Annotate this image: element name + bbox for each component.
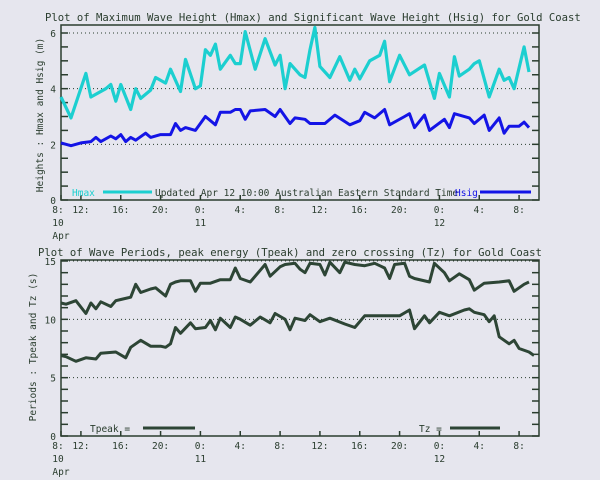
y-axis-label-heights: Heights : Hmax and Hsig (m) (35, 38, 46, 192)
x-tick-label: 0: (195, 441, 206, 452)
legend-tz-label: Tz = (419, 424, 442, 435)
x-tick-sublabel: 10 (52, 218, 64, 229)
series-line-tz (60, 307, 535, 363)
x-tick-label: 4: (235, 441, 246, 452)
series-line-tpeak (60, 260, 530, 315)
x-tick-label: 12: (311, 205, 328, 216)
x-tick-label: 16: (351, 205, 368, 216)
x-tick-label: 0: (195, 205, 206, 216)
x-tick-label: 20: (152, 205, 169, 216)
x-tick-label: 4: (474, 205, 485, 216)
x-tick-sublabel: 10 (52, 454, 64, 465)
x-tick-label: 8: (52, 205, 63, 216)
x-tick-label: 8: (274, 205, 285, 216)
legend-hmax-label: Hmax (72, 188, 95, 199)
y-axis-label-periods: Periods : Tpeak and Tz (s) (28, 273, 39, 422)
x-tick-sublabel: 12 (434, 218, 445, 229)
series-line-hmax (59, 25, 531, 120)
x-tick-label: 20: (152, 441, 169, 452)
y-tick-label: 10 (45, 315, 57, 326)
x-tick-sublabel: 12 (434, 454, 445, 465)
legend-tpeak-label: Tpeak = (90, 424, 130, 435)
x-tick-label: 8: (513, 205, 524, 216)
y-tick-label: 5 (50, 374, 56, 385)
x-tick-label: 16: (112, 441, 129, 452)
x-tick-sublabel: 11 (195, 454, 207, 465)
x-tick-label: 8: (52, 441, 63, 452)
x-tick-label: 12: (72, 205, 89, 216)
chart-title-periods: Plot of Wave Periods, peak energy (Tpeak… (38, 247, 542, 259)
x-tick-sublabel: Apr (52, 467, 69, 478)
x-tick-label: 8: (274, 441, 285, 452)
plot-heights: 0 2 4 6 8: 10 Apr 12: 16: 20: 0: 11 4: 8: 12: 16: 20: 0: 1… (50, 24, 540, 242)
y-tick-label: 4 (50, 85, 56, 96)
x-tick-label: 4: (235, 205, 246, 216)
x-tick-label: 0: (434, 441, 445, 452)
x-tick-label: 4: (474, 441, 485, 452)
x-tick-label: 20: (391, 441, 408, 452)
x-tick-sublabel: 11 (195, 218, 207, 229)
x-tick-label: 0: (434, 205, 445, 216)
legend-hsig-label: Hsig (455, 188, 478, 199)
y-tick-label: 0 (50, 196, 56, 207)
x-tick-label: 16: (351, 441, 368, 452)
x-tick-label: 16: (112, 205, 129, 216)
y-tick-label: 2 (50, 140, 56, 151)
plot-frame (60, 24, 540, 201)
updated-annotation: Updated Apr 12 10:00 Australian Eastern … (155, 188, 458, 199)
chart-title-heights: Plot of Maximum Wave Height (Hmax) and S… (45, 12, 581, 24)
x-tick-label: 20: (391, 205, 408, 216)
y-tick-label: 0 (50, 432, 56, 443)
y-tick-label: 15 (45, 257, 56, 268)
plot-frame (60, 259, 540, 437)
plot-periods: 0 5 10 15 8: 10 Apr 12: 16: 20: 0: 11 4: 8: 12: 16: 20: 0… (45, 257, 540, 478)
x-tick-label: 8: (513, 441, 524, 452)
x-tick-label: 12: (311, 441, 328, 452)
x-tick-label: 12: (72, 441, 89, 452)
y-tick-label: 6 (50, 29, 56, 40)
series-line-hsig (60, 108, 531, 148)
x-tick-sublabel: Apr (52, 231, 69, 242)
